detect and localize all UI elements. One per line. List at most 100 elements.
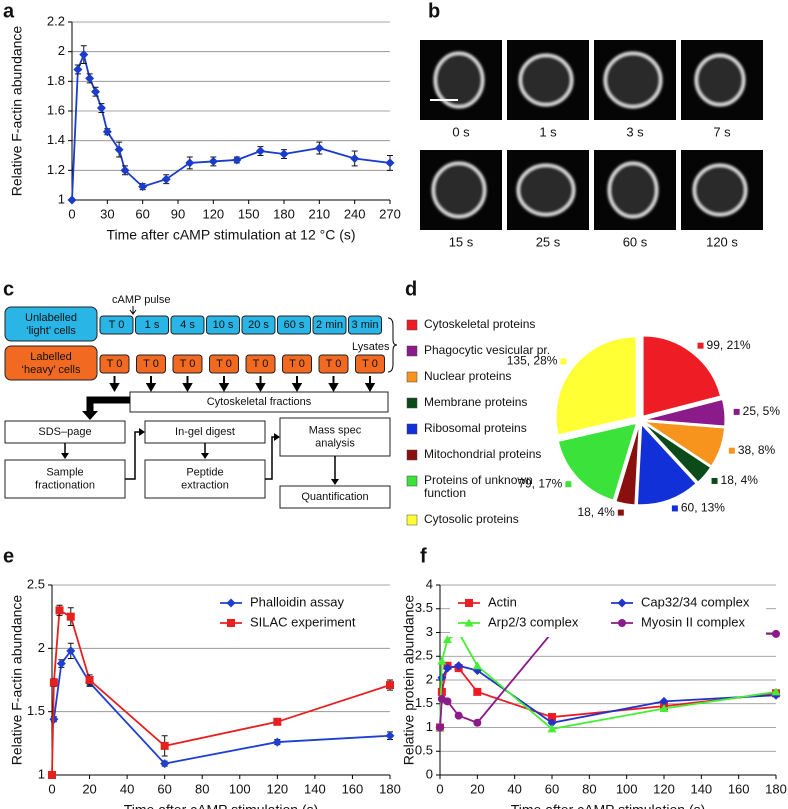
x-tick-label: 20 [470, 781, 484, 796]
y-tick-label: 0.5 [415, 743, 433, 758]
marker [442, 663, 452, 673]
legend-label: Membrane proteins [424, 395, 527, 409]
pie-slice [555, 336, 637, 436]
marker [102, 127, 112, 137]
image-label: 0 s [452, 124, 470, 139]
marker [465, 599, 473, 607]
time-box [135, 315, 169, 335]
y-tick-label: 3 [426, 624, 433, 639]
marker [79, 50, 89, 60]
marker [160, 759, 170, 769]
legend-swatch [406, 514, 418, 526]
series-line [71, 51, 391, 201]
marker [67, 195, 77, 205]
legend-label: Cytosolic proteins [424, 512, 519, 526]
legend-label: Proteins of unknown function [424, 473, 533, 500]
marker [385, 158, 395, 168]
marker [66, 612, 75, 621]
marker [85, 676, 94, 684]
x-tick-label: 40 [120, 781, 134, 796]
legend-label: Ribosomal proteins [424, 421, 527, 435]
arrow-head [274, 433, 280, 441]
y-tick-label: 1 [426, 719, 433, 734]
marker [472, 661, 482, 670]
down-arrow [182, 376, 193, 392]
marker [273, 717, 282, 726]
series-line [51, 608, 391, 776]
marker [314, 143, 324, 153]
legend-swatch [406, 371, 418, 383]
legend-swatch [406, 475, 418, 487]
marker [659, 696, 669, 706]
marker [208, 156, 218, 166]
marker [437, 656, 447, 665]
x-tick-label: 60 [157, 781, 171, 796]
marker [772, 629, 780, 638]
panel-letter: c [3, 278, 14, 300]
marker [56, 659, 66, 669]
y-tick-label: 1.6 [47, 102, 65, 117]
y-axis-title: Relative F-actin abundance [9, 26, 25, 197]
cell-outline [516, 163, 576, 217]
pie-slice [644, 398, 726, 427]
marker [443, 697, 452, 706]
box-text: extraction [181, 479, 229, 491]
pulse-label: cAMP pulse [112, 294, 171, 306]
series-line [439, 631, 777, 730]
x-tick-label: 240 [344, 206, 366, 221]
x-axis-title: Time after cAMP stimulation (s) [124, 802, 319, 809]
down-arrow [328, 376, 339, 392]
marker [120, 165, 130, 175]
x-tick-label: 120 [653, 781, 675, 796]
marker [464, 618, 474, 627]
legend-label: Actin [488, 594, 517, 609]
marker [66, 646, 76, 656]
marker [227, 619, 235, 627]
x-tick-label: 180 [379, 781, 401, 796]
box-text: Sample [46, 466, 83, 478]
value-label: 18, 4% [721, 473, 759, 487]
x-tick-label: 0 [48, 781, 55, 796]
time-box [245, 354, 276, 374]
x-tick-label: 100 [616, 781, 638, 796]
time-box [206, 315, 240, 335]
time-label: 4 s [180, 319, 195, 331]
time-box [209, 354, 239, 374]
marker [473, 718, 482, 727]
down-arrow [364, 376, 376, 392]
label-swatch [733, 408, 740, 415]
marker [548, 713, 556, 722]
x-tick-label: 120 [202, 206, 224, 221]
marker [350, 153, 360, 163]
label-swatch [711, 477, 718, 484]
marker [454, 711, 463, 720]
time-label: T 0 [253, 358, 269, 370]
pie-slice [557, 422, 638, 501]
panel-letter: b [428, 0, 440, 22]
image-label: 15 s [449, 234, 474, 249]
y-tick-label: 2.2 [47, 13, 65, 28]
value-label: 38, 8% [738, 443, 776, 457]
legend-label: Phalloidin assay [250, 594, 344, 609]
marker [232, 155, 242, 165]
time-label: T 0 [143, 358, 159, 370]
legend-label: SILAC experiment [250, 614, 356, 629]
image-label: 120 s [706, 234, 738, 249]
marker [454, 661, 464, 671]
time-label: T 0 [326, 358, 342, 370]
value-label: 25, 5% [743, 404, 781, 418]
legend-swatch [406, 397, 418, 409]
arrow-head [201, 453, 209, 459]
cell-outline [607, 161, 659, 219]
legend-label: Cap32/34 complex [641, 594, 750, 609]
x-axis-title: Time after cAMP stimulation (s) [511, 802, 706, 809]
time-box [312, 315, 347, 335]
time-label: T 0 [289, 358, 305, 370]
legend-swatch [406, 345, 418, 357]
y-tick-label: 2 [38, 640, 45, 655]
marker [442, 635, 452, 644]
x-tick-label: 40 [507, 781, 521, 796]
box-text: Quantification [301, 491, 368, 503]
time-box [318, 354, 349, 374]
pie-slice [615, 424, 640, 506]
